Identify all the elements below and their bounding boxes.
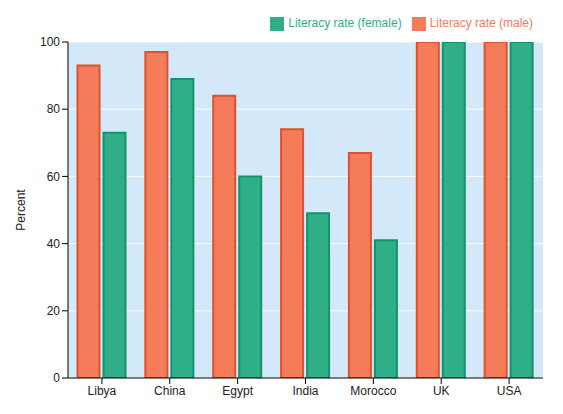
svg-text:0: 0 xyxy=(53,371,60,385)
svg-text:100: 100 xyxy=(40,35,60,49)
svg-text:Egypt: Egypt xyxy=(222,384,253,398)
svg-text:USA: USA xyxy=(497,384,522,398)
svg-text:China: China xyxy=(154,384,186,398)
svg-text:Morocco: Morocco xyxy=(350,384,396,398)
svg-text:20: 20 xyxy=(47,304,61,318)
html-text:Literacy rate (female): Literacy rate (female) xyxy=(288,16,402,30)
svg-text:60: 60 xyxy=(47,170,61,184)
html-text:Literacy rate (male): Literacy rate (male) xyxy=(429,16,533,30)
svg-text:40: 40 xyxy=(47,237,61,251)
svg-text:UK: UK xyxy=(433,384,450,398)
svg-text:Libya: Libya xyxy=(88,384,117,398)
svg-text:India: India xyxy=(292,384,318,398)
svg-text:Percent: Percent xyxy=(14,189,28,231)
svg-text:80: 80 xyxy=(47,102,61,116)
